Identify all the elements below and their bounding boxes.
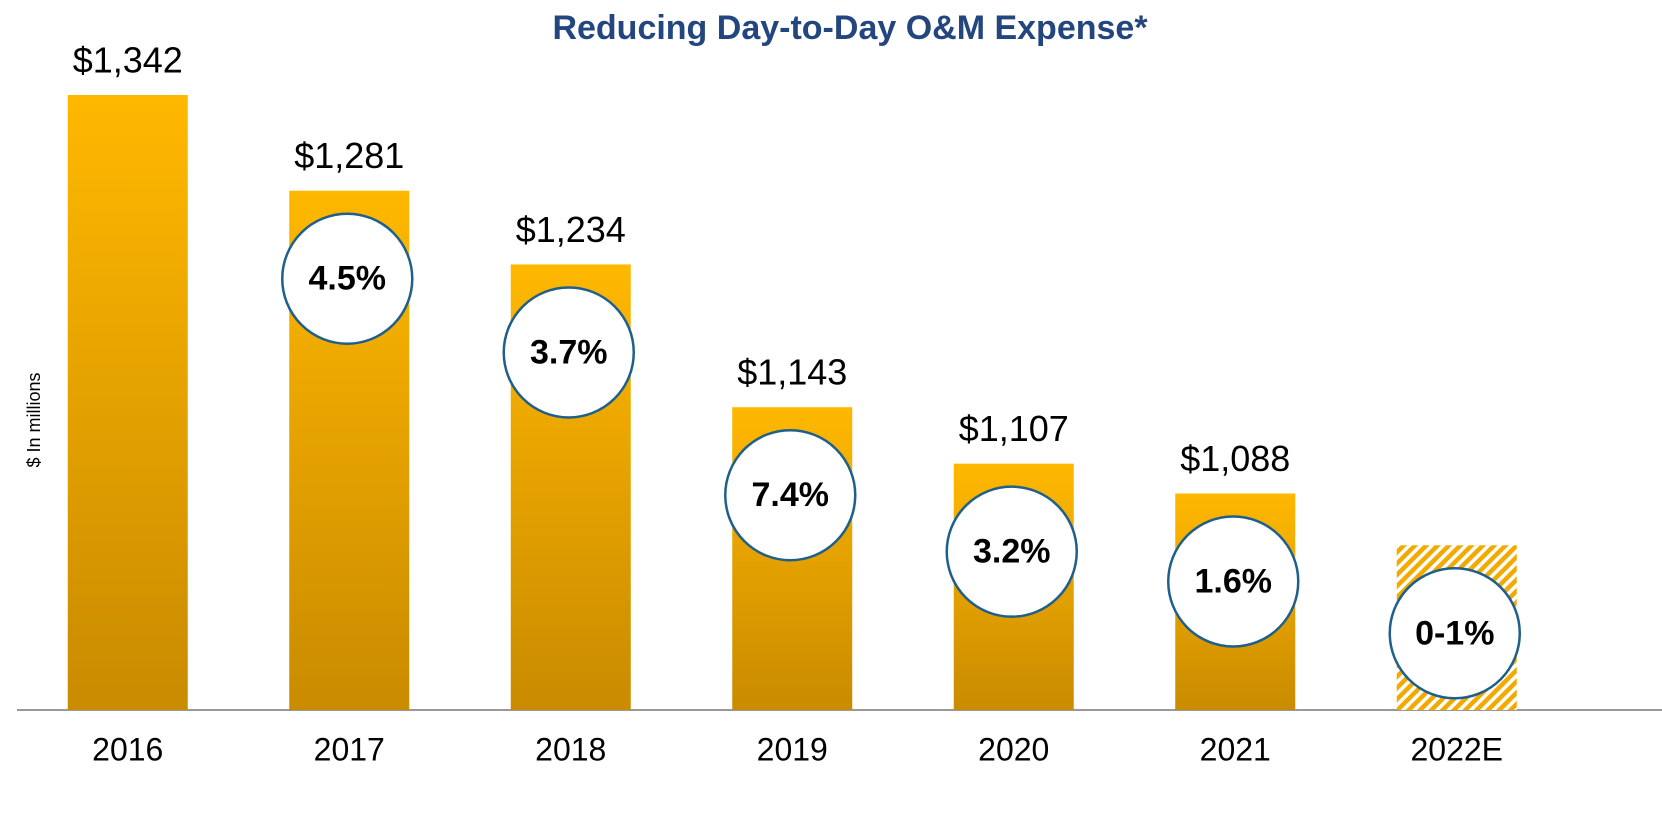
value-label: $1,143 [737, 352, 847, 393]
reduction-label: 7.4% [752, 476, 830, 514]
chart-title: Reducing Day-to-Day O&M Expense* [552, 9, 1148, 47]
x-tick-label: 2019 [757, 731, 828, 767]
reduction-badge [724, 428, 857, 562]
x-tick-label: 2021 [1200, 731, 1271, 767]
reduction-badge [502, 286, 635, 419]
value-label: $1,342 [73, 40, 183, 81]
y-axis-label: $ In millions [24, 372, 44, 467]
reduction-label: 1.6% [1195, 562, 1273, 600]
x-tick-label: 2016 [92, 731, 163, 767]
value-label: $1,088 [1180, 438, 1290, 479]
value-label: $1,107 [959, 408, 1069, 449]
value-label: $1,281 [294, 135, 404, 176]
x-tick-label: 2018 [535, 731, 606, 767]
reduction-badge [1167, 515, 1300, 648]
reduction-badge [281, 212, 414, 345]
reduction-label: 0-1% [1415, 614, 1494, 652]
reduction-label: 3.7% [530, 333, 608, 371]
x-tick-label: 2020 [978, 731, 1049, 767]
reduction-label: 4.5% [309, 260, 387, 298]
x-tick-label: 2022E [1410, 731, 1503, 767]
reduction-badge [945, 485, 1078, 618]
value-label: $1,234 [516, 209, 626, 250]
x-tick-label: 2017 [314, 731, 385, 767]
bar [67, 95, 188, 710]
reduction-badge [1388, 567, 1521, 700]
reduction-label: 3.2% [973, 533, 1051, 571]
